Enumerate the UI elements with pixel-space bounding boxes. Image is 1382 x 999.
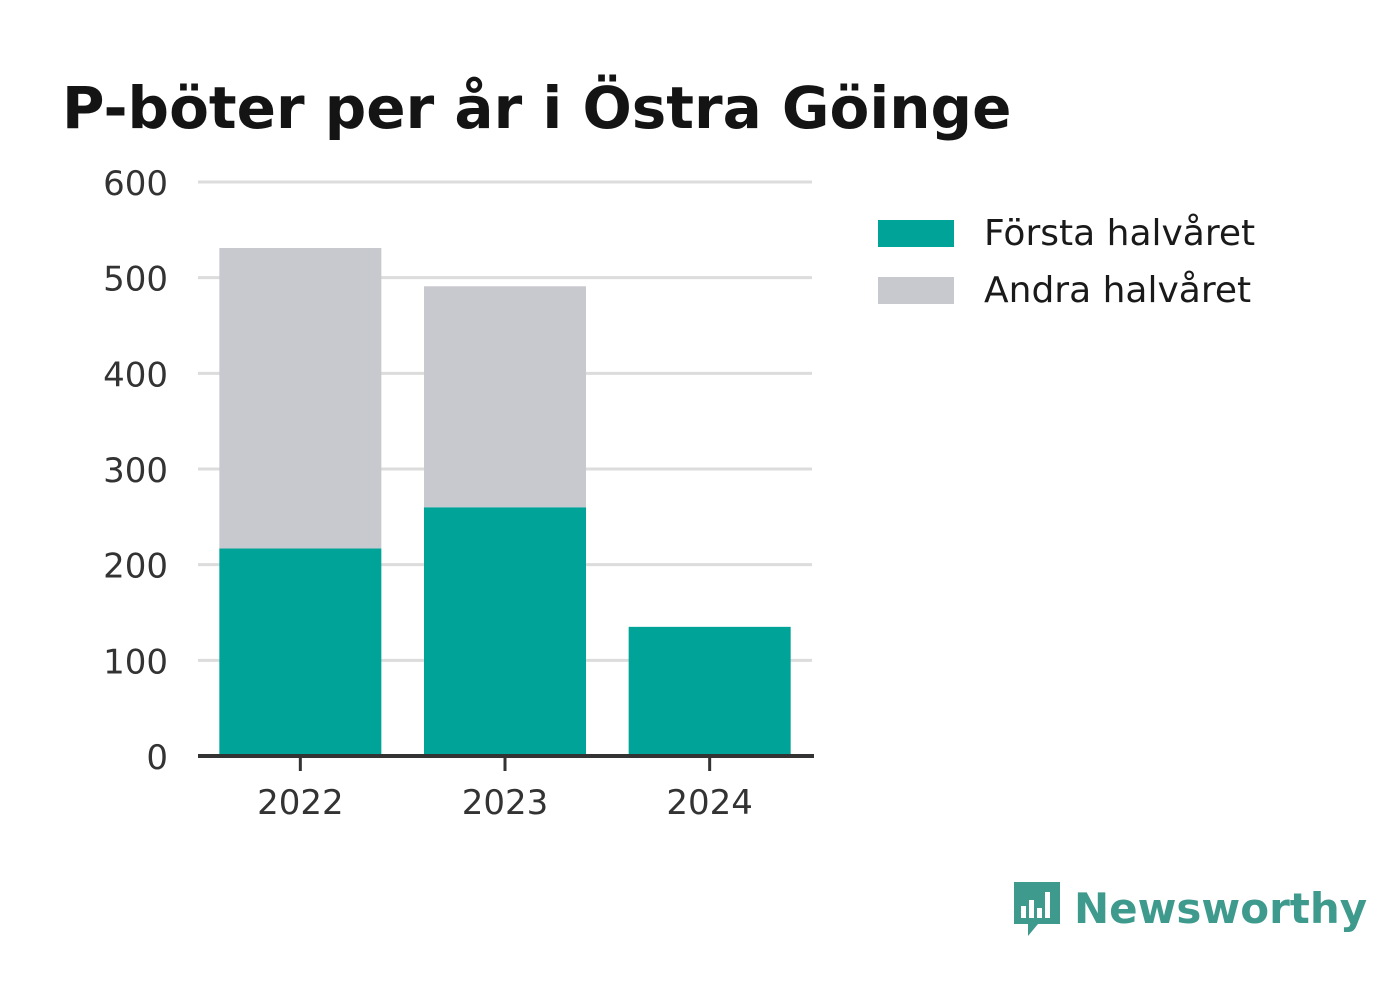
y-tick-label: 200 xyxy=(103,547,168,587)
brand-logo: Newsworthy xyxy=(1010,878,1367,938)
brand-name: Newsworthy xyxy=(1074,883,1368,933)
chart-title: P-böter per år i Östra Göinge xyxy=(62,74,1012,142)
legend-label-first-half: Första halvåret xyxy=(984,213,1256,254)
y-tick-label: 300 xyxy=(103,451,168,491)
legend-item-first-half: Första halvåret xyxy=(878,205,1255,262)
y-tick-label: 0 xyxy=(146,738,168,778)
bar-first-half xyxy=(219,548,382,756)
x-tick-label: 2024 xyxy=(666,783,753,823)
legend-swatch-second-half xyxy=(878,277,954,304)
y-tick-label: 500 xyxy=(103,260,168,300)
x-tick-label: 2022 xyxy=(257,783,344,823)
bar-second-half xyxy=(219,248,382,549)
y-tick-label: 400 xyxy=(103,355,168,395)
bar-first-half xyxy=(628,626,791,756)
y-tick-label: 100 xyxy=(103,642,168,682)
bar-first-half xyxy=(424,507,586,756)
y-tick-label: 600 xyxy=(103,164,168,204)
bar-second-half xyxy=(424,286,586,508)
legend-item-second-half: Andra halvåret xyxy=(878,262,1255,319)
x-tick-label: 2023 xyxy=(462,783,549,823)
newsworthy-logo-icon xyxy=(1014,882,1060,936)
legend-label-second-half: Andra halvåret xyxy=(984,270,1252,311)
legend: Första halvåret Andra halvåret xyxy=(878,205,1255,319)
legend-swatch-first-half xyxy=(878,220,954,247)
